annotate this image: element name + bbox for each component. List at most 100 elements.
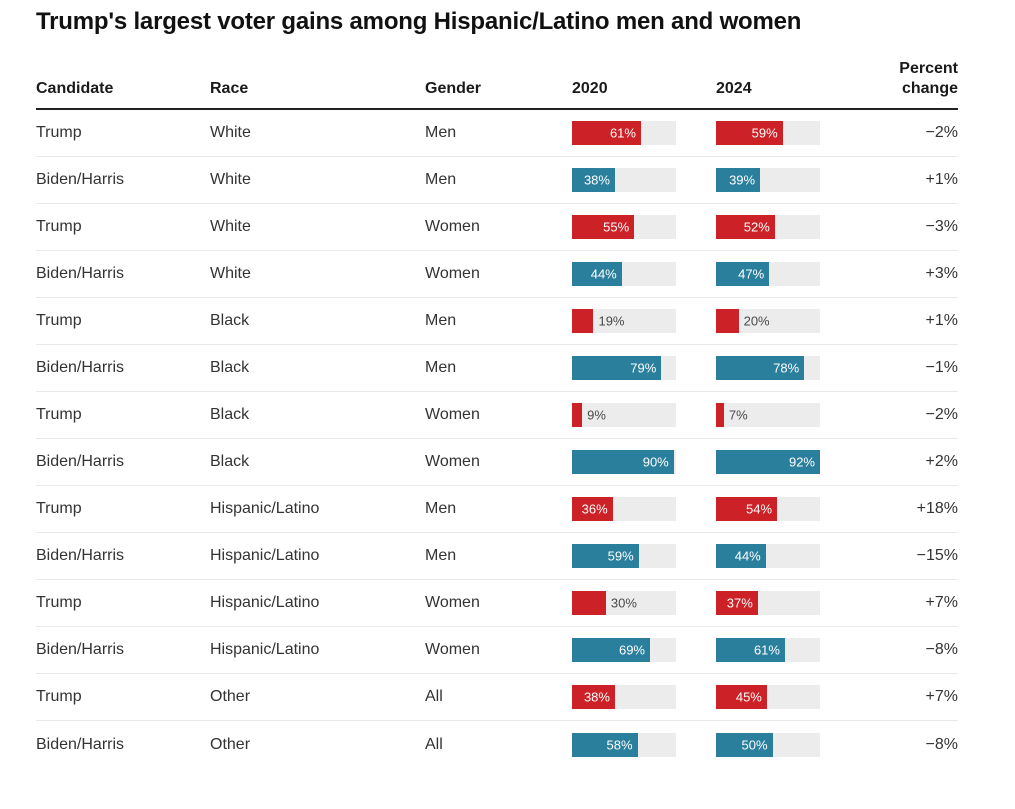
bar-value-label-2020: 58% (606, 737, 633, 752)
bar-track-2024: 59% (716, 121, 820, 145)
cell-2020-bar: 90% (572, 450, 716, 474)
cell-candidate: Trump (36, 218, 82, 235)
bar-track-2024: 37% (716, 591, 820, 615)
cell-2024-bar: 20% (716, 309, 821, 333)
cell-2024-bar: 45% (716, 685, 821, 709)
bar-value-label-2024: 92% (788, 454, 815, 470)
table-row: Trump White Women 55% 52% −3% (36, 204, 958, 251)
table-row: Biden/Harris Hispanic/Latino Women 69% 6… (36, 627, 958, 674)
cell-percent-change: +7% (925, 688, 958, 705)
bar-fill-2024 (716, 309, 739, 333)
cell-2020-bar: 79% (572, 356, 716, 380)
table-row: Trump Black Women 9% 7% −2% (36, 392, 958, 439)
table-row: Biden/Harris Black Men 79% 78% −1% (36, 345, 958, 392)
cell-race: Black (210, 359, 250, 376)
cell-2024-bar: 78% (716, 356, 821, 380)
cell-2020-bar: 59% (572, 544, 716, 568)
cell-candidate: Trump (36, 688, 82, 705)
bar-track-2024: 7% (716, 403, 820, 427)
bar-fill-2024 (716, 356, 805, 380)
cell-candidate: Trump (36, 594, 82, 611)
cell-2024-bar: 59% (716, 121, 821, 145)
cell-percent-change: −2% (925, 406, 958, 423)
bar-fill-2020 (572, 638, 650, 662)
bar-track-2020: 19% (572, 309, 676, 333)
bar-fill-2020 (572, 591, 606, 615)
cell-gender: Women (425, 594, 480, 611)
cell-2020-bar: 36% (572, 497, 716, 521)
bar-value-label-2020: 90% (642, 454, 669, 470)
cell-race: Hispanic/Latino (210, 641, 320, 658)
cell-candidate: Biden/Harris (36, 359, 125, 376)
bar-track-2020: 38% (572, 168, 676, 192)
bar-fill-2020 (572, 685, 615, 709)
bar-track-2024: 44% (716, 544, 820, 568)
cell-2020-bar: 19% (572, 309, 716, 333)
cell-percent-change: −8% (925, 735, 958, 753)
cell-percent-change: −1% (925, 359, 958, 376)
bar-fill-2024 (716, 732, 773, 757)
cell-candidate: Biden/Harris (36, 641, 125, 658)
table-row: Biden/Harris Other All 58% 50% −8% (36, 721, 958, 768)
chart-title: Trump's largest voter gains among Hispan… (36, 8, 802, 35)
bar-value-label-2020: 44% (590, 266, 617, 282)
bar-value-label-2020: 38% (583, 689, 610, 705)
bar-value-label-2020: 55% (603, 219, 630, 235)
bar-track-2024: 52% (716, 215, 820, 239)
bar-track-2020: 69% (572, 638, 676, 662)
bar-value-label-2020: 59% (607, 548, 634, 564)
bar-fill-2020 (572, 544, 639, 568)
cell-2024-bar: 7% (716, 403, 821, 427)
cell-gender: All (425, 735, 443, 753)
cell-candidate: Trump (36, 500, 82, 517)
bar-value-label-2024: 44% (734, 548, 761, 564)
table-header-row: Candidate Race Gender 2020 2024 Percent … (36, 50, 958, 110)
bar-track-2020: 90% (572, 450, 676, 474)
cell-race: Other (210, 688, 251, 705)
cell-candidate: Biden/Harris (36, 265, 125, 282)
table-row: Biden/Harris Hispanic/Latino Men 59% 44%… (36, 533, 958, 580)
cell-percent-change: +1% (925, 171, 958, 188)
cell-2024-bar: 50% (716, 732, 821, 757)
table-row: Biden/Harris White Women 44% 47% +3% (36, 251, 958, 298)
bar-fill-2020 (572, 262, 622, 286)
cell-race: Black (210, 312, 250, 329)
cell-race: Black (210, 406, 250, 423)
bar-fill-2020 (572, 732, 638, 757)
table-row: Biden/Harris Black Women 90% 92% +2% (36, 439, 958, 486)
bar-value-label-2024: 59% (751, 125, 778, 141)
cell-race: Hispanic/Latino (210, 547, 320, 564)
column-header-gender: Gender (425, 80, 482, 97)
bar-value-label-2024: 78% (773, 360, 800, 376)
cell-gender: Men (425, 124, 457, 141)
cell-race: Black (210, 453, 250, 470)
bar-value-label-2024: 54% (746, 501, 773, 517)
bar-fill-2020 (572, 497, 613, 521)
cell-2020-bar: 38% (572, 685, 716, 709)
bar-value-label-2024: 37% (726, 595, 753, 611)
table-row: Biden/Harris White Men 38% 39% +1% (36, 157, 958, 204)
cell-percent-change: −3% (925, 218, 958, 235)
cell-2020-bar: 69% (572, 638, 716, 662)
bar-track-2024: 50% (716, 732, 820, 757)
cell-candidate: Biden/Harris (36, 453, 125, 470)
cell-2024-bar: 39% (716, 168, 821, 192)
cell-2020-bar: 44% (572, 262, 716, 286)
cell-gender: Women (425, 265, 480, 282)
bar-value-label-2020: 61% (609, 125, 636, 141)
bar-fill-2020 (572, 121, 641, 145)
bar-track-2024: 20% (716, 309, 820, 333)
bar-track-2020: 44% (572, 262, 676, 286)
bar-value-label-2024: 52% (743, 219, 770, 235)
bar-track-2024: 47% (716, 262, 820, 286)
bar-fill-2024 (716, 638, 785, 662)
table-body: Trump White Men 61% 59% −2% Biden/Harris… (36, 110, 958, 768)
bar-fill-2020 (572, 356, 662, 380)
bar-track-2020: 9% (572, 403, 676, 427)
bar-fill-2024 (716, 262, 770, 286)
bar-track-2020: 59% (572, 544, 676, 568)
column-header-race: Race (210, 80, 249, 97)
bar-track-2024: 92% (716, 450, 820, 474)
table-row: Trump Black Men 19% 20% +1% (36, 298, 958, 345)
